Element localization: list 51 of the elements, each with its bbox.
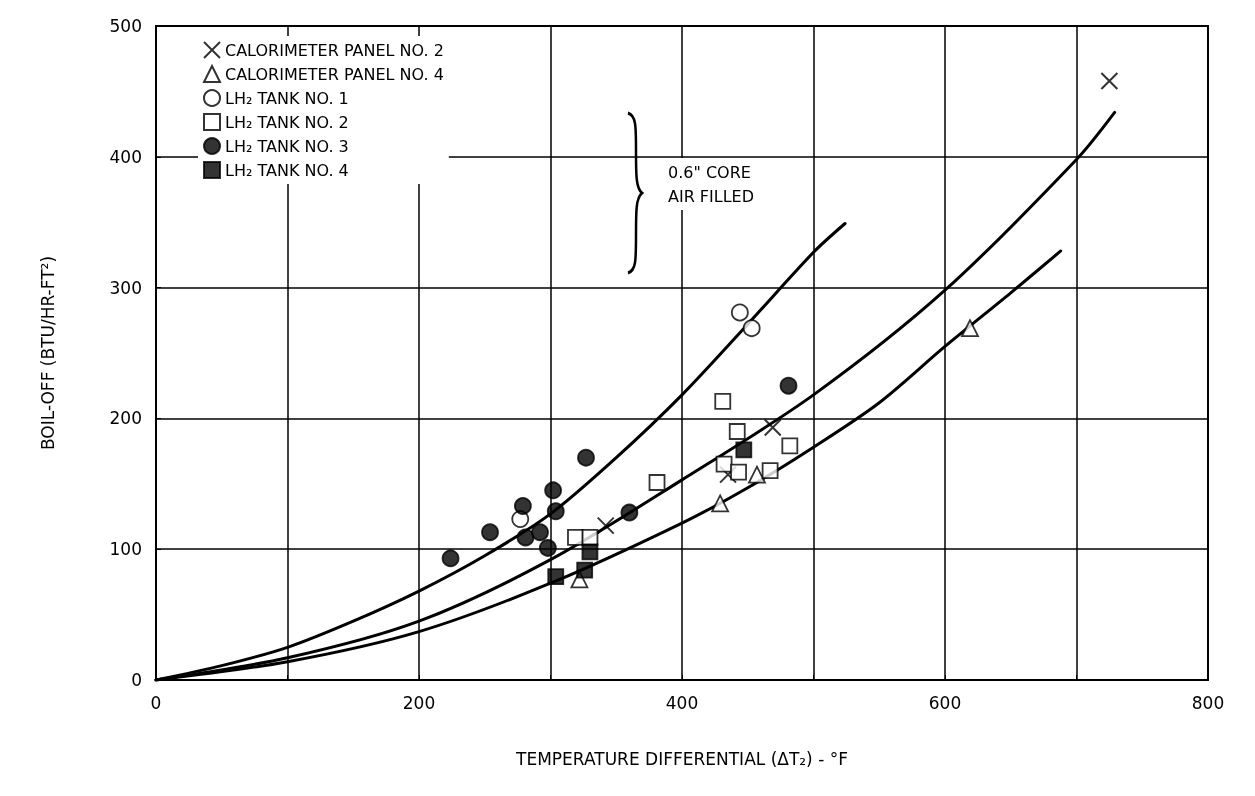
- point: [648, 474, 666, 491]
- point: [441, 549, 460, 568]
- point: [781, 437, 799, 455]
- x-tick-label: 600: [928, 692, 962, 713]
- y-tick-label: 0: [131, 670, 142, 690]
- x-tick-label: 200: [402, 692, 436, 713]
- point: [620, 503, 639, 522]
- point: [742, 319, 761, 338]
- point: [730, 463, 747, 481]
- point: [531, 523, 549, 542]
- x-axis-title: TEMPERATURE DIFFERENTIAL (ΔT₂) - °F: [515, 748, 848, 769]
- x-tick-label: 0: [150, 692, 162, 713]
- point: [711, 494, 730, 513]
- point: [481, 523, 499, 542]
- point: [1100, 71, 1119, 90]
- point: [728, 423, 746, 440]
- y-tick-label: 500: [109, 16, 142, 36]
- x-tick-label: 400: [665, 692, 699, 713]
- point: [581, 543, 599, 561]
- point: [714, 393, 732, 410]
- point: [748, 465, 766, 484]
- x-tick-label: 800: [1191, 692, 1225, 713]
- y-tick-label: 400: [109, 146, 142, 167]
- legend-label: LH₂ TANK NO. 1: [225, 88, 349, 108]
- annotation: 0.6" CORE AIR FILLED: [668, 162, 755, 206]
- point: [514, 497, 532, 515]
- point: [761, 462, 779, 480]
- point: [735, 441, 753, 459]
- legend-label: CALORIMETER PANEL NO. 2: [225, 40, 444, 60]
- y-tick-label: 300: [109, 277, 142, 298]
- point: [577, 448, 595, 467]
- point: [779, 376, 798, 395]
- point: [596, 516, 615, 535]
- legend-label: CALORIMETER PANEL NO. 4: [225, 64, 444, 84]
- legend-label: LH₂ TANK NO. 3: [225, 136, 349, 156]
- legend-label: LH₂ TANK NO. 4: [225, 160, 349, 180]
- point: [546, 502, 565, 521]
- point: [547, 568, 565, 586]
- point: [576, 561, 594, 579]
- point: [763, 418, 782, 437]
- legend-label: LH₂ TANK NO. 2: [225, 112, 349, 132]
- point: [715, 455, 733, 473]
- point: [567, 529, 584, 546]
- point: [544, 481, 563, 500]
- y-tick-label: 100: [109, 539, 142, 560]
- point: [538, 539, 557, 557]
- point: [961, 319, 979, 338]
- point: [516, 528, 535, 547]
- y-axis-title: BOIL-OFF (BTU/HR-FT²): [37, 255, 58, 451]
- point: [730, 303, 749, 322]
- y-tick-label: 200: [109, 408, 142, 429]
